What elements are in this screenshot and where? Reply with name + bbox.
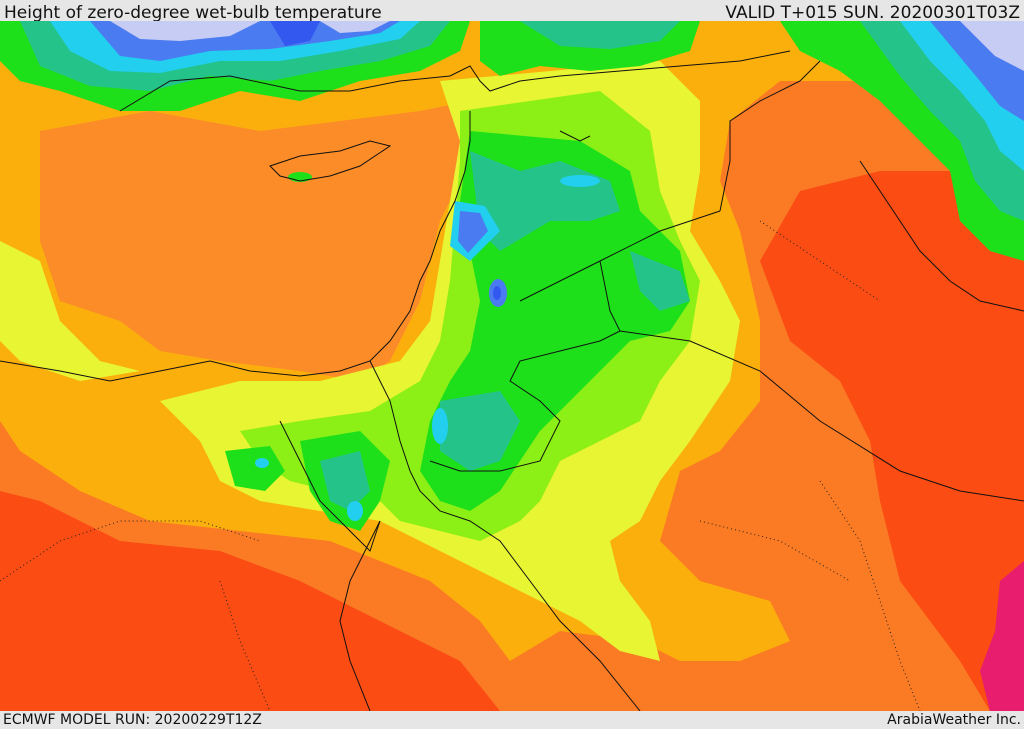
map-canvas: [0, 21, 1024, 711]
field-cyan-sinai: [347, 501, 363, 521]
credit-label: ArabiaWeather Inc.: [887, 712, 1021, 728]
weather-map[interactable]: [0, 21, 1024, 711]
field-ne-lavender: [960, 21, 1024, 71]
field-yellow-west: [0, 241, 140, 381]
valid-time: VALID T+015 SUN. 20200301T03Z: [725, 3, 1020, 23]
field-teal-east: [630, 251, 690, 311]
field-teal-sinai: [320, 451, 370, 511]
internal-borders: [0, 220, 921, 711]
header-bar: Height of zero-degree wet-bulb temperatu…: [0, 0, 1024, 23]
field-deepblue-hermon: [493, 286, 501, 300]
coastlines: [0, 50, 1024, 711]
model-run-label: ECMWF MODEL RUN: 20200229T12Z: [3, 712, 262, 728]
field-cyan-syria: [560, 175, 600, 187]
field-blue-lebanon: [458, 211, 488, 253]
field-sea-orange: [40, 101, 470, 381]
field-turkey-deepblue: [270, 21, 320, 46]
footer-bar: ECMWF MODEL RUN: 20200229T12Z ArabiaWeat…: [0, 711, 1024, 729]
field-teal-south: [440, 391, 520, 471]
field-magenta: [980, 561, 1024, 711]
field-turkey-lavender-2: [320, 21, 390, 33]
field-turkey-lavender: [110, 21, 260, 41]
map-title: Height of zero-degree wet-bulb temperatu…: [4, 3, 382, 23]
field-cyan-delta: [255, 458, 269, 468]
field-north-teal: [520, 21, 680, 49]
field-cyan-jordan: [432, 408, 448, 444]
field-green-delta: [225, 446, 285, 491]
